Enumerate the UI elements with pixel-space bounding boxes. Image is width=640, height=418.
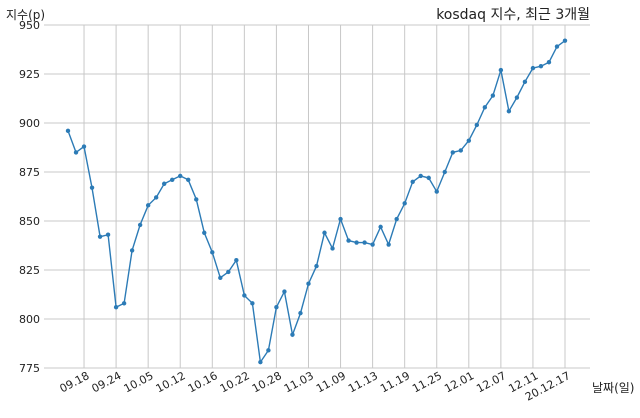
data-point (426, 175, 431, 181)
data-point (250, 301, 255, 306)
data-point (105, 232, 111, 237)
data-point (89, 185, 95, 190)
data-point (514, 95, 520, 100)
data-point (530, 65, 536, 71)
data-point (474, 122, 480, 128)
data-point (498, 67, 504, 73)
data-point (97, 234, 103, 239)
data-point (346, 238, 351, 243)
x-tick-label: 11.25 (410, 369, 444, 395)
y-tick-label: 925 (19, 68, 40, 81)
data-point (282, 289, 287, 294)
y-tick-label: 950 (19, 19, 40, 32)
x-axis-title: 날짜(일) (592, 381, 634, 395)
x-tick-label: 11.13 (346, 369, 380, 395)
data-point (338, 216, 343, 222)
data-point (113, 305, 119, 310)
x-tick-label: 10.22 (218, 369, 252, 395)
data-point (145, 203, 151, 208)
data-point (161, 181, 167, 186)
data-point (306, 281, 311, 286)
x-tick-label: 10.05 (122, 369, 156, 395)
data-point (234, 258, 239, 263)
data-point (506, 109, 512, 114)
data-point (450, 150, 455, 155)
y-tick-labels: 775 800 825 850 875 900 925 950 (19, 19, 40, 375)
y-tick-label: 775 (19, 362, 40, 375)
data-point (410, 179, 415, 184)
data-point (458, 148, 463, 153)
data-point (554, 44, 560, 49)
data-point (442, 169, 447, 175)
data-point (226, 269, 231, 275)
data-point (170, 177, 175, 183)
data-point (418, 173, 423, 179)
x-tick-labels: 09.1809.2410.0510.1210.1610.2210.2811.03… (58, 369, 573, 403)
x-tick-label: 10.12 (154, 369, 188, 395)
data-point (370, 242, 375, 247)
data-point (546, 60, 552, 65)
data-point (137, 222, 143, 228)
data-point (186, 177, 191, 183)
data-point (73, 150, 79, 155)
chart-title: kosdaq 지수, 최근 3개월 (436, 7, 590, 23)
x-tick-label: 12.07 (474, 369, 508, 395)
data-point (129, 248, 135, 253)
data-point (362, 240, 367, 245)
data-point (330, 246, 335, 251)
data-point (298, 310, 303, 316)
y-tick-label: 850 (19, 215, 40, 228)
data-point (322, 230, 327, 235)
data-point (314, 263, 319, 269)
data-point (354, 240, 359, 245)
data-point (153, 195, 159, 200)
data-point (538, 63, 544, 69)
data-point (258, 359, 263, 365)
data-point (242, 293, 247, 298)
x-tick-label: 11.19 (378, 369, 412, 395)
x-tick-label: 12.01 (442, 369, 476, 395)
data-point (394, 216, 399, 222)
data-point (266, 348, 271, 353)
x-tick-label: 09.18 (58, 369, 92, 395)
data-point (218, 275, 223, 281)
data-point (210, 250, 215, 255)
series-line (67, 40, 566, 364)
x-tick-label: 11.03 (282, 369, 316, 395)
data-point (290, 332, 295, 337)
y-tick-label: 825 (19, 264, 40, 277)
data-point (482, 105, 488, 110)
data-point (490, 93, 496, 98)
x-tick-label: 10.28 (250, 369, 284, 395)
data-point (65, 128, 71, 134)
data-point (194, 197, 199, 202)
data-point (562, 38, 568, 43)
series-kosdaq (65, 38, 568, 365)
data-point (402, 201, 407, 206)
data-point (274, 305, 279, 310)
grid (44, 24, 590, 369)
data-point (378, 224, 383, 230)
data-point (202, 230, 207, 235)
data-point (434, 189, 439, 194)
y-tick-label: 875 (19, 166, 40, 179)
x-tick-label: 09.24 (90, 369, 124, 395)
data-point (121, 301, 127, 306)
data-point (386, 242, 391, 247)
y-tick-label: 900 (19, 117, 40, 130)
data-point (178, 173, 183, 179)
y-axis-title: 지수(p) (6, 8, 45, 22)
data-point (522, 79, 528, 85)
data-point (81, 144, 87, 149)
data-point (466, 138, 472, 143)
x-tick-label: 10.16 (186, 369, 220, 395)
y-tick-label: 800 (19, 313, 40, 326)
x-tick-label: 11.09 (314, 369, 348, 395)
